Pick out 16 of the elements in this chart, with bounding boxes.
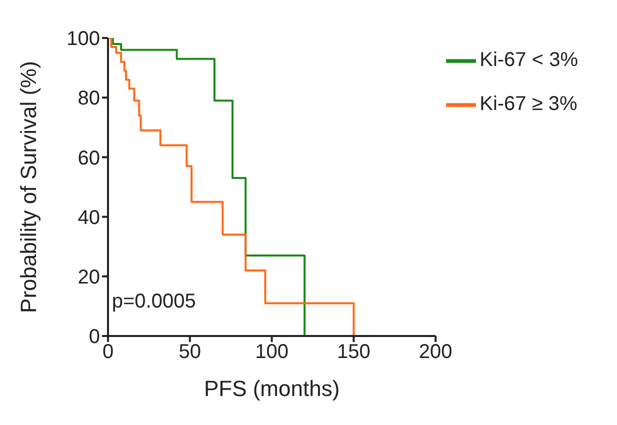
x-tick-label: 50 (178, 341, 202, 364)
annotation: p=0.0005 (112, 290, 196, 312)
x-tick-label: 0 (102, 341, 114, 364)
y-tick-label: 60 (78, 147, 100, 170)
x-tick-label: 150 (337, 341, 370, 364)
legend-label: Ki-67 < 3% (480, 49, 578, 71)
legend-label: Ki-67 ≥ 3% (480, 93, 578, 115)
y-tick-label: 100 (66, 28, 100, 50)
y-tick-label: 20 (78, 266, 100, 288)
x-axis-title: PFS (months) (204, 376, 340, 401)
y-axis-title: Probability of Survival (%) (16, 61, 41, 313)
y-tick-label: 0 (88, 326, 100, 348)
y-tick-label: 40 (78, 206, 100, 229)
x-tick-label: 200 (418, 341, 452, 364)
y-tick-label: 80 (78, 88, 100, 110)
x-tick-label: 100 (255, 341, 288, 364)
